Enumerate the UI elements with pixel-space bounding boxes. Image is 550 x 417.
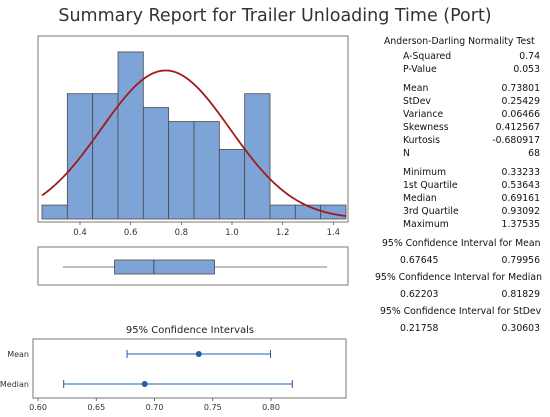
histogram-tick-label: 1.0 <box>225 228 239 238</box>
histogram-tick-label: 1.4 <box>327 228 341 238</box>
stat-value-maximum: 1.37535 <box>501 219 540 230</box>
stat-label-kurtosis: Kurtosis <box>403 135 440 146</box>
stat-value-mean: 0.73801 <box>501 83 540 94</box>
stat-label-minimum: Minimum <box>403 167 447 178</box>
stat-value-a-squared: 0.74 <box>519 51 540 62</box>
ci-tick-label: 0.70 <box>146 403 164 412</box>
histogram-tick-label: 0.8 <box>175 228 189 238</box>
stat-label-skewness: Skewness <box>403 122 449 133</box>
ci-tick-label: 0.65 <box>87 403 105 412</box>
stat-value-median: 0.69161 <box>501 193 540 204</box>
stat-value-q3: 0.93092 <box>501 206 540 217</box>
ci-title: 95% Confidence Intervals <box>126 325 254 336</box>
histogram-bar <box>142 107 170 220</box>
ci-tick-label: 0.60 <box>29 403 47 412</box>
ci-median-lower: 0.62203 <box>400 289 439 300</box>
stat-value-skewness: 0.412567 <box>495 122 540 133</box>
ci-estimate-point <box>195 351 202 357</box>
ci-category-label: Median <box>0 380 29 389</box>
histogram-bar <box>294 204 322 220</box>
histogram-bar <box>269 204 296 220</box>
stat-value-kurtosis: -0.680917 <box>492 135 540 146</box>
normality-title: Anderson-Darling Normality Test <box>384 36 535 47</box>
ci-stdev-title: 95% Confidence Interval for StDev <box>380 306 542 317</box>
histogram-bar <box>244 93 271 220</box>
ci-estimate-point <box>141 381 148 387</box>
boxplot-box <box>114 259 215 275</box>
stat-label-q3: 3rd Quartile <box>403 206 459 217</box>
ci-median-upper: 0.81829 <box>501 289 540 300</box>
ci-median-title: 95% Confidence Interval for Median <box>375 272 542 283</box>
ci-mean-title: 95% Confidence Interval for Mean <box>382 238 541 249</box>
stat-label-n: N <box>403 148 410 159</box>
histogram-tick-label: 1.2 <box>276 228 290 238</box>
ci-stdev-upper: 0.30603 <box>501 323 540 334</box>
ci-frame <box>32 338 347 399</box>
ci-tick-label: 0.80 <box>262 403 280 412</box>
normal-fit-curve <box>41 69 347 217</box>
ci-stdev-lower: 0.21758 <box>400 323 439 334</box>
stat-value-stdev: 0.25429 <box>501 96 540 107</box>
histogram-tick-label: 0.4 <box>73 228 87 238</box>
ci-category-label: Mean <box>7 350 29 359</box>
stat-label-stdev: StDev <box>403 96 431 107</box>
stat-label-mean: Mean <box>403 83 429 94</box>
histogram-bar <box>218 148 246 220</box>
ci-mean-upper: 0.79956 <box>501 255 540 266</box>
stat-value-variance: 0.06466 <box>501 109 540 120</box>
stat-label-median: Median <box>403 193 437 204</box>
boxplot-frame <box>37 246 349 286</box>
stat-value-p-value: 0.053 <box>513 64 540 75</box>
ci-mean-lower: 0.67645 <box>400 255 439 266</box>
stat-label-q1: 1st Quartile <box>403 180 458 191</box>
histogram-bar <box>168 121 195 220</box>
report-title: Summary Report for Trailer Unloading Tim… <box>58 6 492 26</box>
stat-label-a-squared: A-Squared <box>403 51 452 62</box>
stat-label-maximum: Maximum <box>403 219 449 230</box>
stat-value-n: 68 <box>528 148 540 159</box>
histogram-bar <box>117 51 144 220</box>
ci-tick-label: 0.75 <box>204 403 222 412</box>
histogram-bar <box>41 204 68 220</box>
histogram-frame <box>37 35 349 223</box>
stat-label-variance: Variance <box>403 109 444 120</box>
stat-label-p-value: P-Value <box>403 64 437 75</box>
stat-value-minimum: 0.33233 <box>501 167 540 178</box>
histogram-tick-label: 0.6 <box>124 228 138 238</box>
histogram-bar <box>193 121 220 220</box>
histogram-bar <box>92 93 119 220</box>
stat-value-q1: 0.53643 <box>501 180 540 191</box>
